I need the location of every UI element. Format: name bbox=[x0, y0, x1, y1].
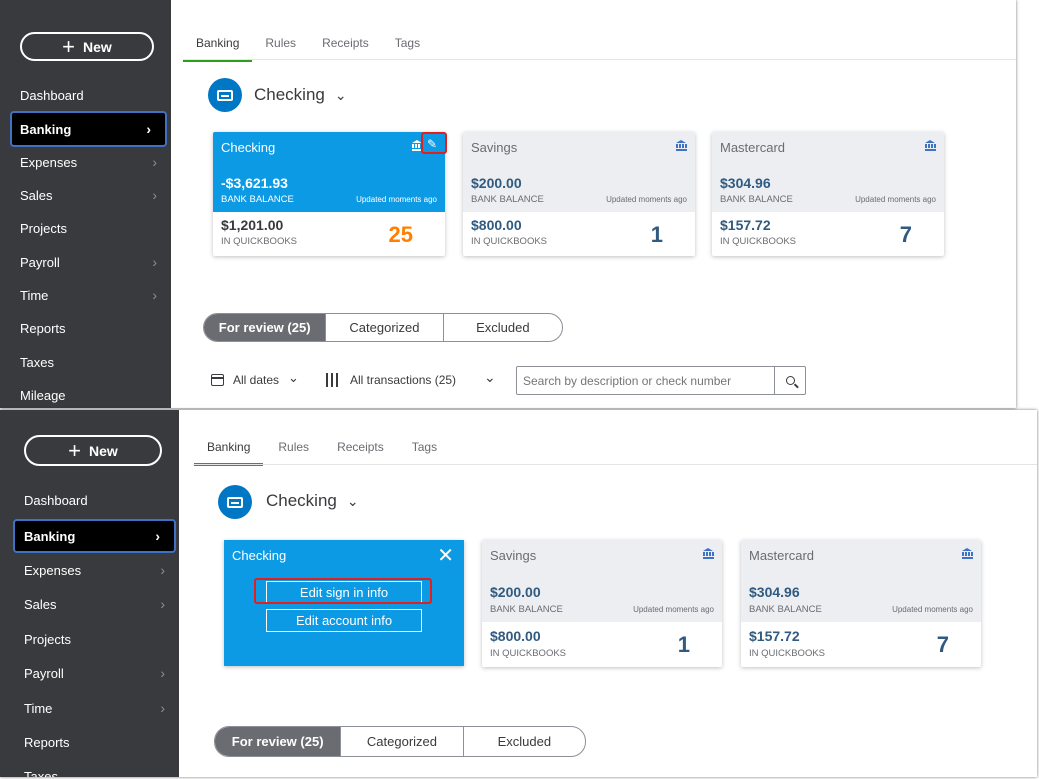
sidebar-item-time[interactable]: Time › bbox=[20, 287, 157, 303]
sidebar-item-sales[interactable]: Sales › bbox=[20, 187, 157, 203]
tab-categorized[interactable]: Categorized bbox=[340, 727, 462, 756]
account-card-mastercard[interactable]: Mastercard $304.96 BANK BALANCE Updated … bbox=[741, 540, 981, 667]
tabs-divider bbox=[183, 59, 1016, 60]
review-status-tabs: For review (25) Categorized Excluded bbox=[214, 726, 586, 757]
transactions-filter[interactable]: All transactions (25) bbox=[326, 373, 456, 387]
search-icon bbox=[785, 376, 795, 385]
chevron-right-icon: › bbox=[152, 287, 157, 303]
sidebar-item-payroll[interactable]: Payroll › bbox=[20, 254, 157, 270]
chevron-right-icon: › bbox=[160, 562, 165, 578]
bank-account-icon bbox=[208, 78, 242, 112]
sidebar-item-dashboard[interactable]: Dashboard bbox=[24, 492, 88, 508]
tab-receipts[interactable]: Receipts bbox=[322, 36, 369, 50]
bank-institution-icon bbox=[676, 140, 687, 151]
sidebar-item-expenses[interactable]: Expenses › bbox=[24, 562, 165, 578]
bank-account-icon bbox=[218, 485, 252, 519]
chevron-right-icon: › bbox=[160, 700, 165, 716]
tab-tags[interactable]: Tags bbox=[394, 36, 421, 50]
edit-account-info-button[interactable]: Edit account info bbox=[266, 609, 422, 632]
sidebar-item-projects[interactable]: Projects bbox=[20, 220, 67, 236]
account-card-savings[interactable]: Savings $200.00 BANK BALANCE Updated mom… bbox=[482, 540, 722, 667]
search-input[interactable] bbox=[517, 367, 774, 394]
bank-institution-icon bbox=[703, 548, 714, 559]
account-card-savings[interactable]: Savings $200.00 BANK BALANCE Updated mom… bbox=[463, 132, 695, 256]
chevron-right-icon: › bbox=[152, 187, 157, 203]
sidebar-item-projects[interactable]: Projects bbox=[24, 631, 71, 647]
screenshot-before: + New Dashboard Banking › Expenses › Sales… bbox=[0, 0, 1016, 408]
edit-sign-in-highlight-box bbox=[254, 578, 432, 604]
tab-tags[interactable]: Tags bbox=[411, 440, 438, 454]
screenshot-after: + New Dashboard Banking › Expenses › Sales… bbox=[0, 410, 1037, 777]
sidebar-item-reports[interactable]: Reports bbox=[20, 320, 66, 336]
chevron-down-icon: ⌄ bbox=[334, 86, 347, 103]
tab-excluded[interactable]: Excluded bbox=[462, 727, 585, 756]
sidebar-item-reports[interactable]: Reports bbox=[24, 734, 70, 750]
search-button[interactable] bbox=[774, 367, 805, 394]
chevron-right-icon: › bbox=[155, 528, 160, 544]
sidebar-item-taxes[interactable]: Taxes bbox=[20, 354, 54, 370]
banking-tabs: Banking Rules Receipts Tags bbox=[193, 440, 438, 466]
bank-institution-icon bbox=[412, 140, 423, 151]
sidebar-item-time[interactable]: Time › bbox=[24, 700, 165, 716]
sidebar-item-expenses[interactable]: Expenses › bbox=[20, 154, 157, 170]
review-status-tabs: For review (25) Categorized Excluded bbox=[203, 313, 563, 342]
tab-categorized[interactable]: Categorized bbox=[325, 314, 442, 341]
plus-icon: + bbox=[62, 33, 76, 59]
sidebar-item-sales[interactable]: Sales › bbox=[24, 596, 165, 612]
sidebar: + New Dashboard Banking › Expenses › Sales… bbox=[0, 0, 171, 408]
close-icon[interactable]: ✕ bbox=[437, 545, 454, 567]
sidebar-item-payroll[interactable]: Payroll › bbox=[24, 665, 165, 681]
tab-rules[interactable]: Rules bbox=[278, 440, 310, 454]
date-filter[interactable]: All dates ⌄ bbox=[211, 370, 299, 387]
sidebar-item-banking[interactable]: Banking › bbox=[10, 111, 167, 147]
tab-banking[interactable]: Banking bbox=[182, 36, 253, 62]
pencil-highlight-box bbox=[421, 132, 447, 154]
plus-icon: + bbox=[68, 437, 82, 463]
chevron-right-icon: › bbox=[146, 121, 151, 137]
tab-receipts[interactable]: Receipts bbox=[337, 440, 384, 454]
new-button[interactable]: + New bbox=[24, 435, 162, 466]
pencil-edit-icon[interactable]: ✎ bbox=[426, 137, 437, 151]
chevron-right-icon: › bbox=[160, 596, 165, 612]
sidebar-item-dashboard[interactable]: Dashboard bbox=[20, 87, 84, 103]
sliders-icon bbox=[326, 373, 338, 387]
tab-for-review[interactable]: For review (25) bbox=[204, 314, 326, 341]
search-box bbox=[516, 366, 806, 395]
sidebar-item-banking[interactable]: Banking › bbox=[13, 519, 176, 553]
chevron-right-icon: › bbox=[152, 254, 157, 270]
chevron-down-icon: ⌄ bbox=[346, 492, 359, 509]
sidebar-item-taxes[interactable]: Taxes bbox=[24, 768, 58, 778]
chevron-down-icon[interactable]: ⌄ bbox=[484, 369, 496, 385]
bank-institution-icon bbox=[925, 140, 936, 151]
chevron-right-icon: › bbox=[160, 665, 165, 681]
tab-rules[interactable]: Rules bbox=[265, 36, 297, 50]
sidebar: + New Dashboard Banking › Expenses › Sales… bbox=[0, 410, 179, 777]
account-selector[interactable]: Checking ⌄ bbox=[254, 85, 347, 104]
chevron-right-icon: › bbox=[152, 154, 157, 170]
account-card-checking[interactable]: Checking ✎ -$3,621.93 BANK BALANCE Updat… bbox=[213, 132, 445, 256]
account-selector[interactable]: Checking ⌄ bbox=[266, 491, 359, 510]
banking-tabs: Banking Rules Receipts Tags bbox=[182, 36, 421, 62]
new-button[interactable]: + New bbox=[20, 32, 154, 61]
account-card-mastercard[interactable]: Mastercard $304.96 BANK BALANCE Updated … bbox=[712, 132, 944, 256]
chevron-down-icon: ⌄ bbox=[288, 370, 299, 385]
tabs-divider bbox=[193, 464, 1037, 465]
calendar-icon bbox=[211, 374, 224, 386]
tab-for-review[interactable]: For review (25) bbox=[215, 727, 341, 756]
tab-banking[interactable]: Banking bbox=[193, 440, 264, 466]
bank-institution-icon bbox=[962, 548, 973, 559]
sidebar-item-mileage[interactable]: Mileage bbox=[20, 387, 66, 403]
tab-excluded[interactable]: Excluded bbox=[442, 314, 562, 341]
